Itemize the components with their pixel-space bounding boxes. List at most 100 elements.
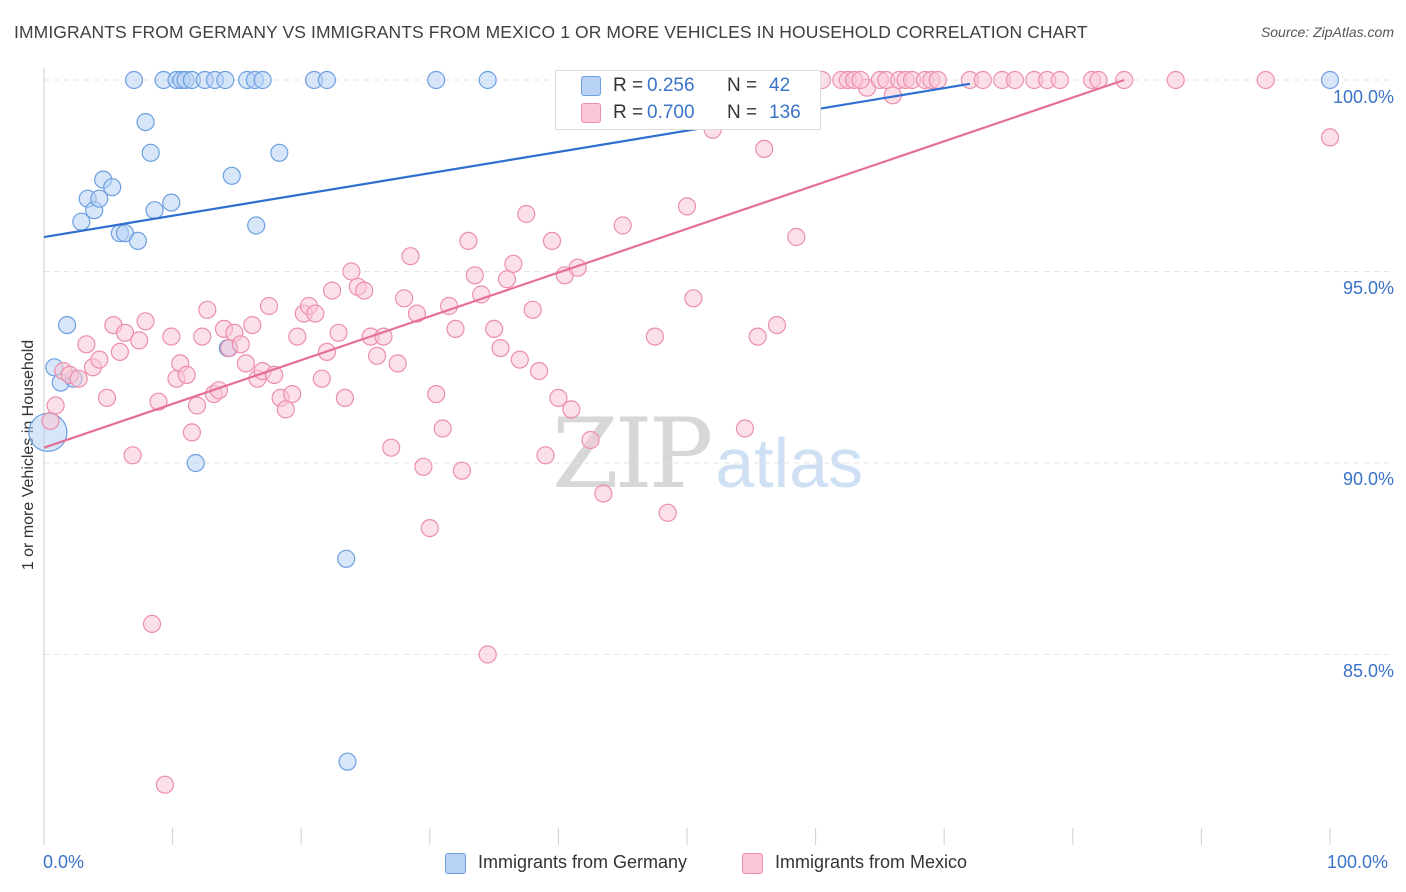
germany-legend-swatch-icon — [445, 853, 466, 874]
germany-n-label: N = — [727, 75, 758, 96]
mexico-point — [523, 300, 542, 319]
mexico-point — [684, 289, 703, 308]
mexico-point — [446, 319, 465, 338]
mexico-n-label: N = — [727, 102, 758, 123]
germany-point — [270, 143, 289, 162]
mexico-point — [115, 323, 135, 342]
germany-point — [57, 316, 77, 335]
germany-point — [103, 178, 122, 197]
germany-point — [317, 70, 336, 90]
germany-point — [222, 166, 241, 185]
mexico-point — [420, 518, 439, 538]
y-tick-label-100: 100.0% — [1332, 87, 1394, 107]
mexico-point — [182, 423, 201, 442]
mexico-legend-label: Immigrants from Mexico — [775, 852, 968, 872]
mexico-point — [491, 339, 510, 358]
mexico-point — [110, 342, 130, 361]
mexico-point — [1320, 128, 1340, 147]
mexico-point — [259, 296, 279, 316]
germany-point — [1320, 70, 1340, 90]
mexico-point — [1166, 70, 1185, 90]
mexico-point — [283, 385, 302, 404]
germany-point — [90, 189, 109, 208]
legend-row-germany: R = 0.256 N = 42 — [556, 73, 820, 99]
mexico-point — [928, 70, 947, 90]
mexico-point — [368, 346, 387, 365]
mexico-point — [329, 323, 348, 342]
mexico-point — [288, 327, 307, 346]
mexico-point — [187, 396, 207, 415]
mexico-point — [472, 285, 491, 304]
mexico-point — [613, 216, 632, 235]
mexico-point — [735, 419, 755, 438]
mexico-point — [388, 354, 407, 373]
mexico-point — [69, 369, 88, 388]
mexico-point — [767, 316, 787, 335]
mexico-point — [510, 350, 529, 369]
germany-point — [141, 143, 160, 162]
mexico-n-value: 136 — [769, 102, 801, 123]
y-tick-label-90: 90.0% — [1342, 469, 1394, 489]
germany-legend-label: Immigrants from Germany — [478, 852, 688, 872]
mexico-point — [549, 388, 568, 407]
mexico-point — [323, 281, 342, 300]
mexico-point — [452, 461, 471, 480]
mexico-point — [401, 247, 420, 266]
mexico-point — [465, 266, 484, 285]
germany-swatch-icon — [581, 76, 601, 96]
mexico-point — [497, 270, 517, 289]
mexico-point — [243, 316, 262, 335]
mexico-point — [485, 319, 504, 338]
mexico-point — [594, 484, 613, 503]
chart-title: IMMIGRANTS FROM GERMANY VS IMMIGRANTS FR… — [14, 22, 1088, 42]
mexico-point — [231, 335, 250, 354]
germany-point — [338, 752, 357, 771]
mexico-point — [97, 388, 117, 407]
germany-point — [337, 549, 356, 568]
mexico-trend-line — [43, 78, 1125, 449]
mexico-point — [433, 419, 452, 438]
mexico-point — [395, 289, 414, 308]
mexico-point — [193, 327, 212, 346]
mexico-point — [198, 300, 217, 319]
mexico-point — [155, 775, 174, 794]
mexico-point — [427, 385, 446, 404]
mexico-point — [1005, 70, 1025, 90]
mexico-point — [973, 70, 992, 90]
germany-trend-line — [43, 82, 971, 239]
mexico-point — [382, 438, 401, 457]
mexico-point — [355, 281, 374, 300]
source-credit: Source: ZipAtlas.com — [1260, 24, 1394, 40]
mexico-point — [517, 204, 536, 224]
mexico-point — [276, 400, 295, 419]
mexico-swatch-icon — [581, 103, 601, 123]
mexico-point — [1050, 70, 1070, 90]
germany-point — [427, 70, 446, 90]
germany-point — [128, 231, 147, 250]
mexico-point — [581, 430, 600, 450]
legend-row-mexico: R = 0.700 N = 136 — [556, 100, 820, 126]
mexico-point — [342, 262, 361, 281]
y-tick-label-85: 85.0% — [1342, 661, 1394, 681]
x-tick-label-0: 0.0% — [43, 852, 85, 872]
mexico-point — [136, 312, 155, 331]
germany-point — [186, 453, 205, 473]
mexico-point — [130, 331, 149, 350]
germany-r-label: R = — [613, 75, 644, 96]
mexico-point — [504, 254, 523, 273]
germany-point — [478, 70, 497, 90]
mexico-point — [542, 231, 562, 250]
watermark-zip: ZIP — [552, 398, 713, 510]
germany-point — [162, 193, 181, 212]
mexico-point — [459, 231, 478, 250]
mexico-point — [149, 392, 168, 411]
germany-point — [136, 112, 155, 132]
mexico-r-value: 0.700 — [647, 102, 695, 123]
mexico-point — [755, 139, 774, 158]
mexico-point — [123, 446, 142, 465]
germany-point — [124, 70, 144, 90]
mexico-point — [142, 614, 162, 634]
germany-point — [253, 70, 272, 90]
mexico-point — [1256, 70, 1275, 90]
